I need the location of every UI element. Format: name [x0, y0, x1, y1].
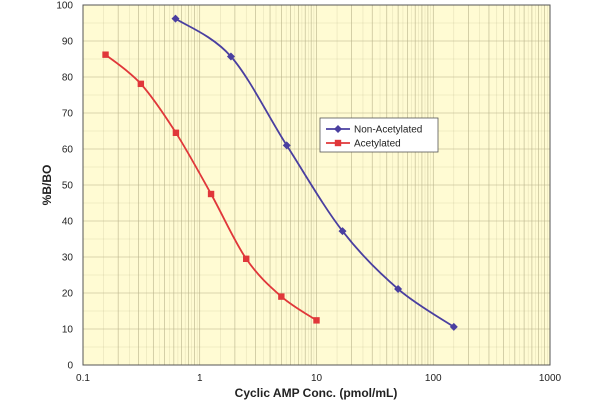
x-axis-title: Cyclic AMP Conc. (pmol/mL) [235, 386, 398, 400]
data-point [243, 255, 250, 262]
data-point [313, 317, 320, 324]
data-point [226, 52, 235, 61]
legend-swatch-marker [334, 139, 342, 147]
data-point [102, 51, 109, 58]
legend-entry: Acetylated [354, 139, 401, 150]
data-point [338, 227, 347, 236]
legend-swatch-marker [334, 125, 342, 133]
y-tick-label: 20 [62, 289, 74, 300]
y-axis-title: %B/BO [40, 165, 54, 206]
series-2 [102, 51, 320, 324]
y-tick-label: 80 [62, 73, 74, 84]
y-tick-label: 40 [62, 217, 74, 228]
tick-labels: 0.1 1 10 100 1000 0 10 20 30 40 50 60 70 80 90 100 [56, 1, 561, 385]
y-tick-label: 90 [62, 37, 74, 48]
data-point [282, 141, 291, 150]
data-point [137, 80, 145, 88]
data-point [207, 190, 215, 198]
y-tick-label: 100 [56, 1, 73, 12]
y-tick-label: 30 [62, 253, 74, 264]
x-tick-label: 0.1 [76, 373, 90, 384]
series-layer [102, 14, 458, 331]
y-tick-label: 70 [62, 109, 74, 120]
y-tick-label: 10 [62, 325, 74, 336]
grid [82, 4, 550, 366]
data-point [171, 14, 180, 23]
x-tick-label: 10 [311, 373, 323, 384]
x-tick-label: 1 [197, 373, 203, 384]
data-point [172, 129, 180, 136]
data-point [449, 322, 458, 331]
legend-entry: Non-Acetylated [354, 125, 422, 136]
y-tick-label: 50 [62, 181, 74, 192]
y-tick-label: 0 [67, 361, 73, 372]
x-tick-label: 1000 [539, 373, 562, 384]
y-tick-label: 60 [62, 145, 74, 156]
data-point [278, 293, 285, 300]
data-point [394, 285, 403, 294]
legend: Non-Acetylated Acetylated [319, 117, 439, 153]
legend-box [319, 117, 439, 153]
plot-frame [82, 4, 551, 366]
series-1 [171, 14, 458, 331]
x-tick-label: 100 [425, 373, 442, 384]
